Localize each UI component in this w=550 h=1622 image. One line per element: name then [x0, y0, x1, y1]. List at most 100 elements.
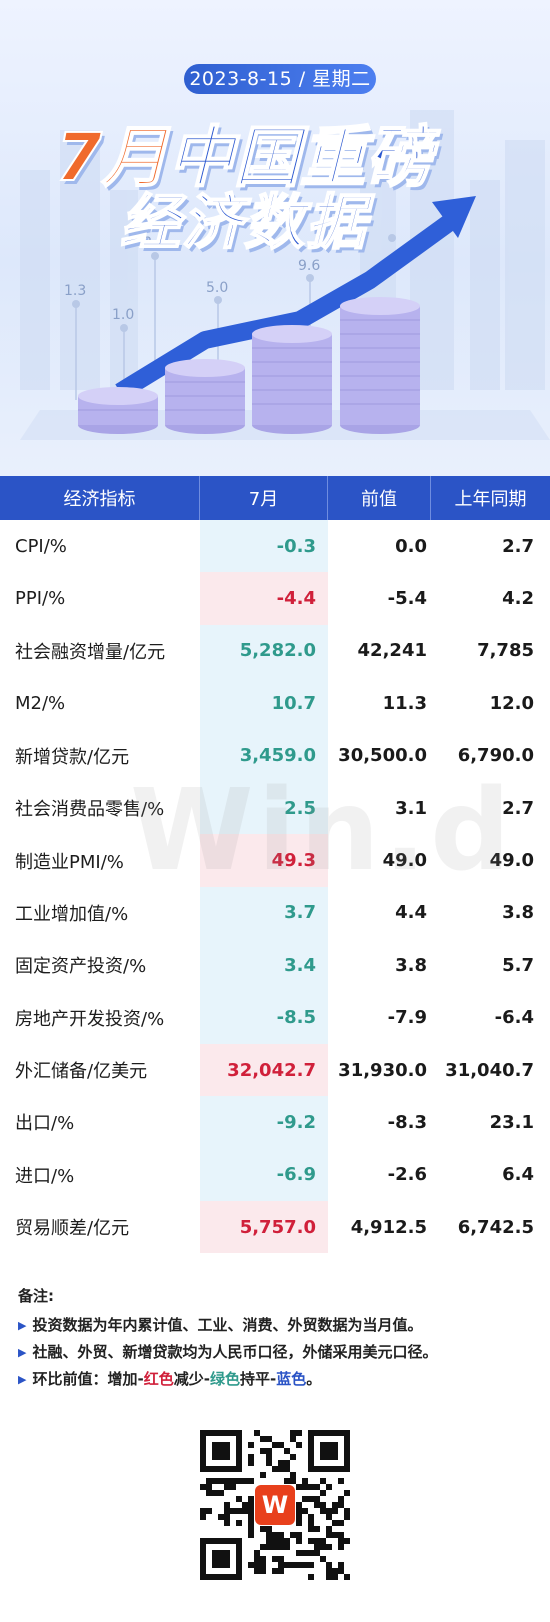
- title-rest: 中国重磅: [167, 118, 433, 197]
- table-row: 房地产开发投资/% -8.5 -7.9 -6.4: [0, 991, 550, 1044]
- qr-logo-letter: W: [262, 1491, 288, 1519]
- previous-value: 49.0: [382, 850, 427, 872]
- title-month: 7月: [55, 118, 169, 197]
- previous-value: -2.6: [387, 1164, 427, 1186]
- indicator-name: 社会消费品零售/%: [15, 799, 165, 821]
- last-year-value: 5.7: [502, 954, 534, 976]
- last-year-value: 6.4: [502, 1164, 534, 1186]
- last-year-value: 3.8: [502, 902, 534, 924]
- indicator-name: 进口/%: [15, 1165, 75, 1187]
- current-value: 32,042.7: [200, 1043, 328, 1097]
- note-red-word: 红色: [143, 1370, 174, 1388]
- current-value: -4.4: [200, 572, 328, 625]
- indicator-name: M2/%: [15, 692, 66, 714]
- indicator-name: 工业增加值/%: [15, 903, 129, 925]
- page-title-line1: 7月中国重磅: [55, 104, 433, 200]
- note-text-3a: 环比前值：增加-: [32, 1370, 144, 1388]
- coin-stack-4: [340, 297, 420, 434]
- indicator-name: 社会融资增量/亿元: [15, 641, 166, 663]
- table-row: M2/% 10.7 11.3 12.0: [0, 677, 550, 730]
- previous-value: -7.9: [387, 1007, 427, 1029]
- table-header: 经济指标 7月 前值 上年同期: [0, 476, 550, 520]
- last-year-value: 31,040.7: [445, 1059, 534, 1081]
- notes-section: 备注: ▶ 投资数据为年内累计值、工业、消费、外贸数据为当月值。 ▶ 社融、外贸、新…: [18, 1283, 538, 1393]
- previous-value: 11.3: [382, 692, 427, 714]
- previous-value: 3.1: [395, 797, 427, 819]
- hero-illustration: [20, 110, 550, 440]
- indicator-name: 制造业PMI/%: [15, 851, 124, 873]
- note-text-1: 投资数据为年内累计值、工业、消费、外贸数据为当月值。: [32, 1316, 423, 1334]
- date-badge: 2023-8-15 / 星期二: [184, 64, 376, 94]
- last-year-value: 6,790.0: [457, 745, 534, 767]
- last-year-value: 7,785: [477, 640, 534, 662]
- col-header-previous: 前值: [328, 476, 431, 520]
- indicator-name: 外汇储备/亿美元: [15, 1061, 148, 1083]
- current-value: -6.9: [200, 1148, 328, 1202]
- previous-value: 42,241: [357, 640, 427, 662]
- table-row: CPI/% -0.3 0.0 2.7: [0, 520, 550, 573]
- last-year-value: 6,742.5: [457, 1216, 534, 1238]
- qr-code-image: W: [200, 1430, 350, 1580]
- current-value: 3.7: [200, 886, 328, 940]
- previous-value: 30,500.0: [338, 745, 427, 767]
- economic-data-table: 经济指标 7月 前值 上年同期 CPI/% -0.3 0.0 2.7 PPI/% -4.4…: [0, 476, 550, 1254]
- pin-label-1: 1.3: [64, 283, 87, 299]
- coin-stack-3: [252, 325, 332, 434]
- col-header-last-year: 上年同期: [454, 489, 527, 510]
- current-value: 3,459.0: [200, 729, 328, 782]
- note-green-word: 绿色: [209, 1370, 240, 1388]
- table-body: CPI/% -0.3 0.0 2.7 PPI/% -4.4 -5.4 4.2 社会融资增量/亿元…: [0, 520, 550, 1254]
- pin-label-3: 1.0: [112, 307, 135, 323]
- current-value: 2.5: [200, 781, 328, 835]
- indicator-name: 新增贷款/亿元: [15, 746, 130, 768]
- previous-value: 3.8: [395, 954, 427, 976]
- note-line-1: ▶ 投资数据为年内累计值、工业、消费、外贸数据为当月值。: [18, 1312, 538, 1339]
- col-header-indicator: 经济指标: [0, 476, 200, 520]
- note-text-3c: 持平-: [239, 1370, 277, 1388]
- table-row: PPI/% -4.4 -5.4 4.2: [0, 572, 550, 625]
- table-row: 出口/% -9.2 -8.3 23.1: [0, 1096, 550, 1149]
- table-row: 新增贷款/亿元 3,459.0 30,500.0 6,790.0: [0, 729, 550, 782]
- note-blue-word: 蓝色: [276, 1370, 307, 1388]
- qr-code[interactable]: W: [200, 1430, 350, 1580]
- page-title-line2: 经济数据: [119, 187, 368, 259]
- previous-value: 4.4: [395, 902, 427, 924]
- pin-label-4: 5.0: [206, 280, 229, 296]
- note-line-3: ▶ 环比前值：增加- 红色 减少- 绿色 持平- 蓝色。: [18, 1366, 538, 1393]
- current-value: 49.3: [200, 834, 328, 887]
- table-row: 社会融资增量/亿元 5,282.0 42,241 7,785: [0, 624, 550, 678]
- indicator-name: 贸易顺差/亿元: [15, 1218, 130, 1240]
- pin-label-2: 8.2: [143, 235, 166, 251]
- last-year-value: 49.0: [489, 850, 534, 872]
- note-text-2: 社融、外贸、新增贷款均为人民币口径，外储采用美元口径。: [32, 1343, 438, 1361]
- current-value: -0.3: [200, 520, 328, 573]
- wind-logo-icon: [255, 1485, 295, 1525]
- current-value: -8.5: [200, 991, 328, 1044]
- last-year-value: -6.4: [494, 1007, 534, 1029]
- indicator-name: PPI/%: [15, 588, 66, 610]
- table-row: 外汇储备/亿美元 32,042.7 31,930.0 31,040.7: [0, 1043, 550, 1097]
- previous-value: -8.3: [387, 1111, 427, 1133]
- current-value: 3.4: [200, 939, 328, 992]
- last-year-value: 12.0: [489, 692, 534, 714]
- indicator-name: 固定资产投资/%: [15, 956, 147, 978]
- note-text-3b: 减少-: [173, 1370, 210, 1388]
- previous-value: 4,912.5: [350, 1216, 427, 1238]
- note-line-2: ▶ 社融、外贸、新增贷款均为人民币口径，外储采用美元口径。: [18, 1339, 538, 1366]
- triangle-bullet-icon: ▶: [18, 1319, 27, 1332]
- table-row: 进口/% -6.9 -2.6 6.4: [0, 1148, 550, 1202]
- col-header-current: 7月: [200, 476, 328, 520]
- table-row: 工业增加值/% 3.7 4.4 3.8: [0, 886, 550, 940]
- current-value: -9.2: [200, 1096, 328, 1149]
- last-year-value: 4.2: [502, 588, 534, 610]
- current-value: 5,282.0: [200, 624, 328, 678]
- last-year-value: 2.7: [502, 535, 534, 557]
- indicator-name: 房地产开发投资/%: [15, 1008, 165, 1030]
- previous-value: -5.4: [387, 588, 427, 610]
- previous-value: 0.0: [395, 535, 427, 557]
- table-row: 制造业PMI/% 49.3 49.0 49.0: [0, 834, 550, 887]
- table-row: 固定资产投资/% 3.4 3.8 5.7: [0, 939, 550, 992]
- last-year-value: 2.7: [502, 797, 534, 819]
- indicator-name: CPI/%: [15, 535, 67, 557]
- note-text-3d: 。: [306, 1370, 322, 1388]
